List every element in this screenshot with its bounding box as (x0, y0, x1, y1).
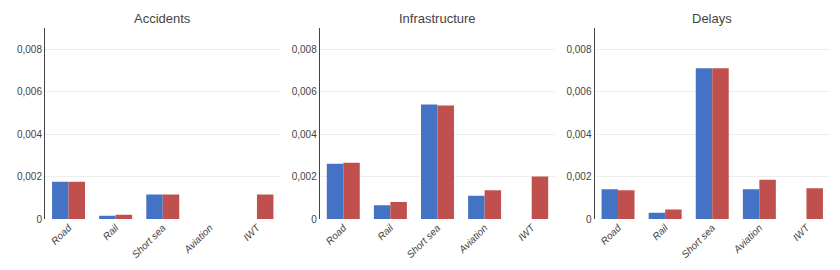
svg-text:Aviation: Aviation (731, 222, 765, 256)
svg-text:IWT: IWT (516, 222, 537, 243)
svg-text:0,008: 0,008 (17, 44, 42, 55)
svg-text:Short sea: Short sea (404, 222, 442, 260)
svg-text:0: 0 (36, 214, 42, 225)
svg-text:Aviation: Aviation (456, 222, 490, 256)
svg-text:Short sea: Short sea (130, 222, 168, 260)
svg-text:Aviation: Aviation (181, 222, 215, 256)
svg-text:0,006: 0,006 (566, 86, 591, 97)
svg-text:0: 0 (311, 214, 317, 225)
svg-text:Short sea: Short sea (679, 222, 717, 260)
svg-text:0,002: 0,002 (292, 171, 317, 182)
svg-text:IWT: IWT (791, 222, 812, 243)
svg-text:0,006: 0,006 (292, 86, 317, 97)
svg-text:0,006: 0,006 (17, 86, 42, 97)
svg-text:Rail: Rail (650, 222, 671, 243)
svg-text:Delays: Delays (692, 11, 732, 26)
svg-text:0,002: 0,002 (17, 171, 42, 182)
svg-text:0,008: 0,008 (566, 44, 591, 55)
svg-text:0: 0 (586, 214, 592, 225)
svg-text:0,004: 0,004 (566, 129, 591, 140)
svg-text:0,008: 0,008 (292, 44, 317, 55)
svg-text:Rail: Rail (375, 222, 396, 243)
svg-text:Accidents: Accidents (134, 11, 191, 26)
svg-text:0,004: 0,004 (17, 129, 42, 140)
svg-text:0,004: 0,004 (292, 129, 317, 140)
svg-text:Infrastructure: Infrastructure (399, 11, 476, 26)
svg-text:IWT: IWT (241, 222, 262, 243)
svg-text:Road: Road (324, 222, 349, 247)
svg-text:Road: Road (49, 222, 74, 247)
svg-text:0,002: 0,002 (566, 171, 591, 182)
svg-text:Road: Road (598, 222, 623, 247)
svg-text:Rail: Rail (101, 222, 122, 243)
